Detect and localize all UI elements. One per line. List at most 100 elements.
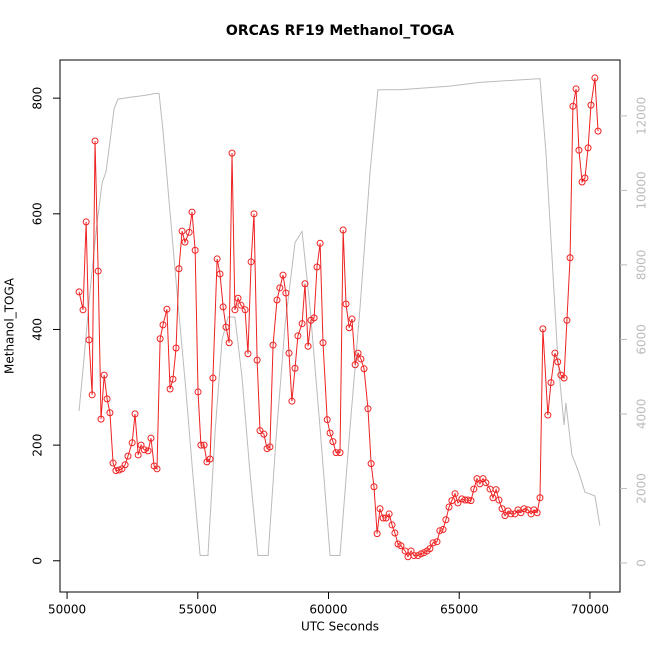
data-point: [185, 228, 193, 236]
data-point: [241, 306, 249, 314]
data-point: [156, 335, 164, 343]
data-point: [379, 514, 387, 522]
data-point: [533, 509, 541, 517]
data-point: [209, 374, 217, 382]
data-point: [234, 294, 242, 302]
data-point: [75, 288, 83, 296]
data-point: [121, 461, 129, 469]
data-point: [316, 239, 324, 247]
data-point: [360, 365, 368, 373]
data-point: [206, 455, 214, 463]
data-point: [247, 258, 255, 266]
data-point: [581, 174, 589, 182]
data-point: [426, 545, 434, 553]
data-point: [587, 101, 595, 109]
y2-tick-label: 12000: [635, 97, 649, 135]
data-point: [288, 397, 296, 405]
data-point: [256, 427, 264, 435]
data-point: [285, 349, 293, 357]
y2-tick-label: 2000: [635, 473, 649, 504]
data-point: [554, 358, 562, 366]
data-point: [237, 301, 245, 309]
y-tick-label: 400: [31, 318, 45, 341]
data-point: [451, 490, 459, 498]
data-point: [357, 355, 365, 363]
data-point: [454, 499, 462, 507]
data-point: [467, 497, 475, 505]
plot-frame: [59, 59, 621, 593]
data-point: [188, 208, 196, 216]
y2-tick-label: 6000: [635, 324, 649, 355]
data-point: [304, 342, 312, 350]
data-point: [175, 265, 183, 273]
data-point: [291, 364, 299, 372]
data-point: [137, 441, 145, 449]
data-point: [329, 438, 337, 446]
data-point: [269, 341, 277, 349]
y-tick-label: 600: [31, 202, 45, 225]
x-tick-label: 65000: [440, 603, 478, 617]
data-point: [222, 323, 230, 331]
data-point: [313, 263, 321, 271]
data-point: [194, 388, 202, 396]
data-point: [163, 305, 171, 313]
data-point: [594, 127, 602, 135]
data-point: [547, 379, 555, 387]
data-point: [370, 483, 378, 491]
data-point: [310, 314, 318, 322]
data-point: [388, 521, 396, 529]
data-point: [544, 411, 552, 419]
data-point: [445, 503, 453, 511]
data-point: [539, 325, 547, 333]
data-point: [109, 459, 117, 467]
data-point: [219, 303, 227, 311]
data-point: [566, 254, 574, 262]
data-point: [244, 350, 252, 358]
data-point: [82, 218, 90, 226]
data-point: [181, 238, 189, 246]
data-point: [591, 74, 599, 82]
data-point: [572, 85, 580, 93]
data-point: [282, 289, 290, 297]
data-point: [301, 280, 309, 288]
data-point: [147, 434, 155, 442]
data-point: [336, 449, 344, 457]
data-point: [216, 270, 224, 278]
data-point: [326, 429, 334, 437]
data-point: [79, 306, 87, 314]
data-point: [448, 497, 456, 505]
data-point: [489, 494, 497, 502]
data-point: [364, 405, 372, 413]
data-point: [144, 447, 152, 455]
data-point: [433, 538, 441, 546]
y-tick-label: 0: [31, 557, 45, 565]
data-point: [367, 460, 375, 468]
data-point: [260, 430, 268, 438]
data-point: [351, 361, 359, 369]
data-point: [560, 374, 568, 382]
data-point: [131, 410, 139, 418]
data-point: [348, 315, 356, 323]
data-point: [231, 306, 239, 314]
data-point: [429, 539, 437, 547]
y-tick-label: 800: [31, 87, 45, 110]
data-point: [464, 496, 472, 504]
data-point: [228, 149, 236, 157]
x-tick-label: 60000: [309, 603, 347, 617]
data-point: [213, 255, 221, 263]
data-point: [332, 449, 340, 457]
x-axis-label: UTC Seconds: [301, 620, 379, 634]
y-tick-label: 200: [31, 434, 45, 457]
data-point: [442, 516, 450, 524]
data-point: [482, 479, 490, 487]
data-point: [345, 324, 353, 332]
data-point: [169, 375, 177, 383]
data-point: [273, 296, 281, 304]
data-point: [166, 385, 174, 393]
data-point: [385, 510, 393, 518]
data-point: [200, 441, 208, 449]
y-axis-label: Methanol_TOGA: [3, 277, 17, 374]
data-point: [225, 339, 233, 347]
data-point: [495, 496, 503, 504]
